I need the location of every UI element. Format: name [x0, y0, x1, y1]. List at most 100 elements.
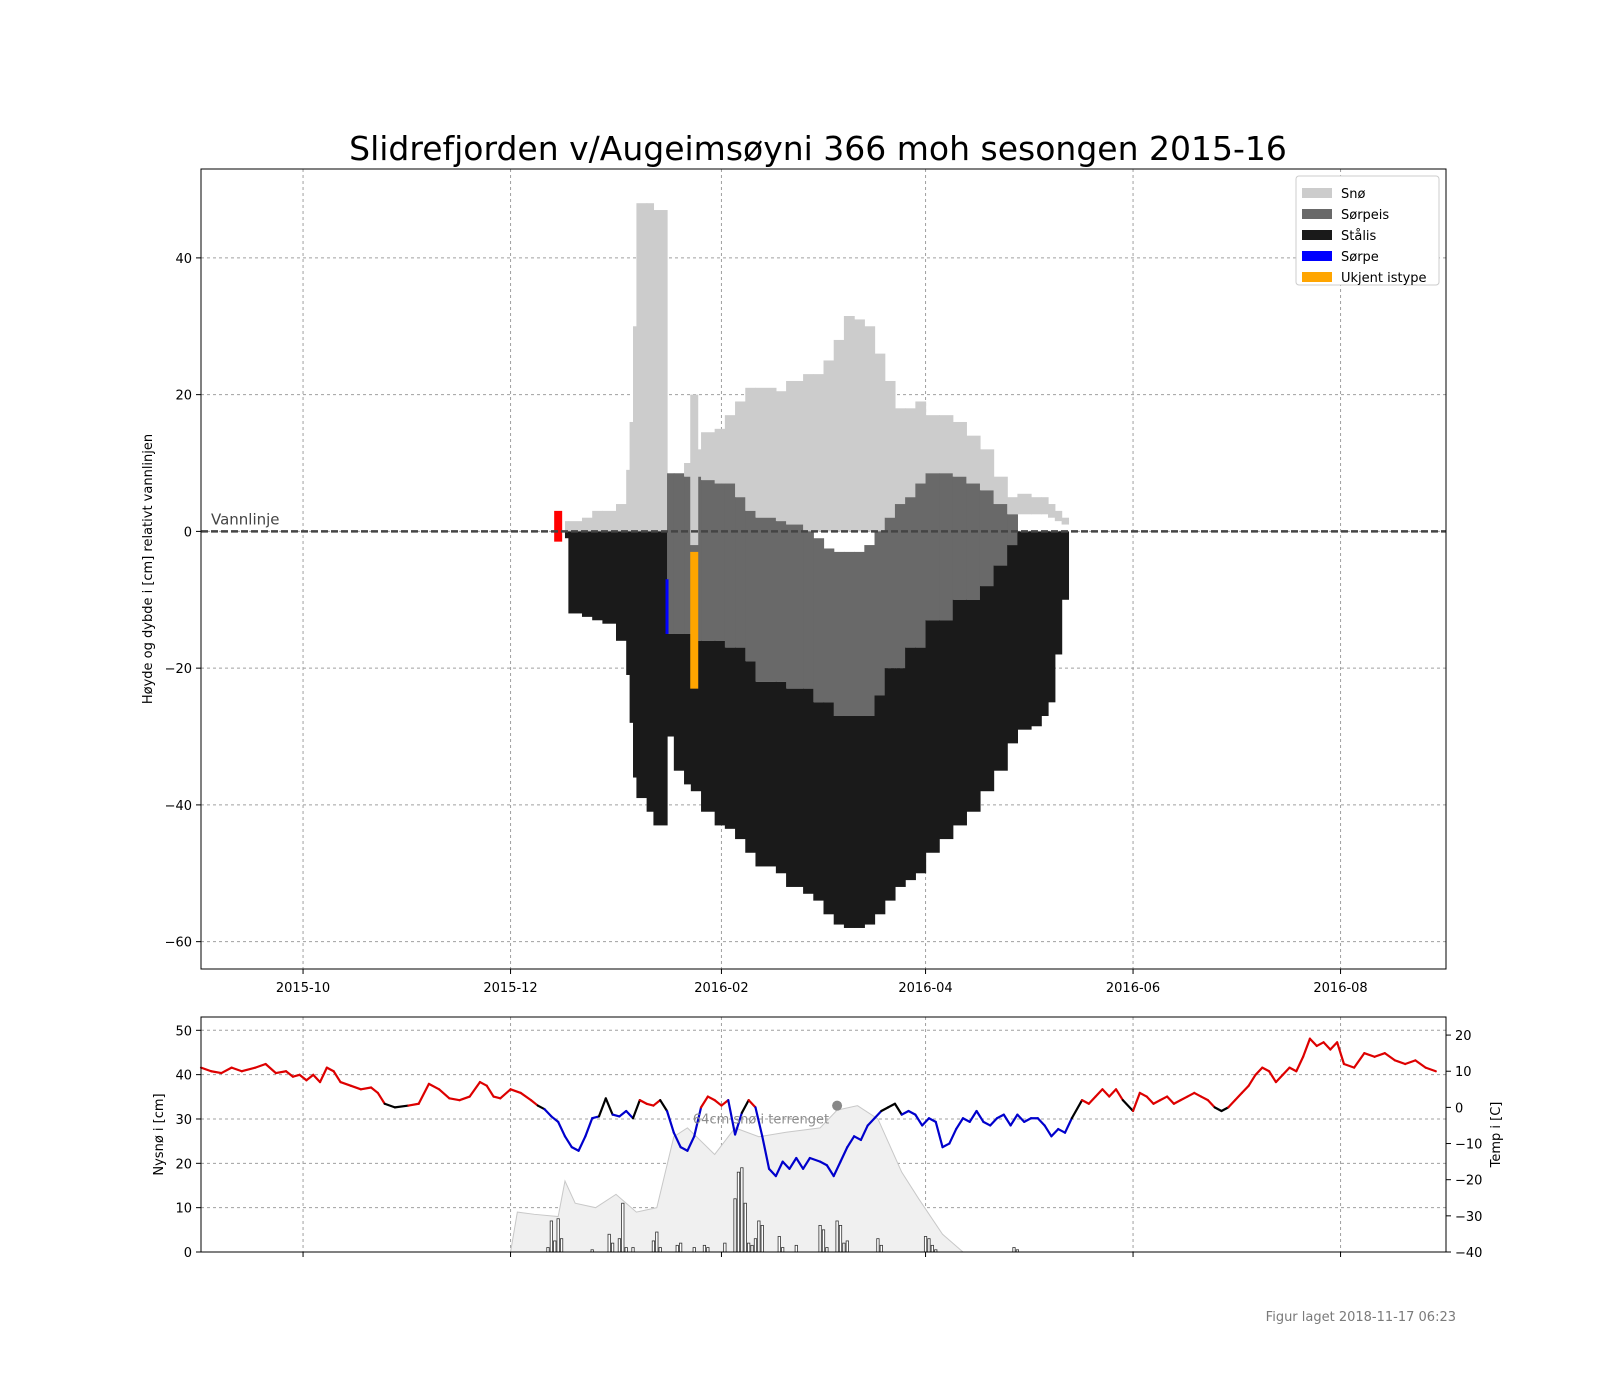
black-ice-layer [616, 531, 627, 641]
temperature-segment [893, 1102, 903, 1116]
snow-layer [745, 387, 757, 511]
snow-layer [592, 510, 603, 532]
main-axis-ticks: 2015-10 2015-12 2016-02 2016-04 2016-06 2016-… [165, 252, 1368, 996]
slush-ice-layer [813, 538, 825, 703]
slush-ice-layer [745, 510, 757, 662]
temperature-segment [1131, 1091, 1141, 1113]
black-ice-layer [966, 599, 981, 812]
temperature-segment [1057, 1127, 1067, 1134]
temperature-segment [1329, 1041, 1339, 1051]
black-ice-layer [592, 531, 603, 621]
temperature-segment [1308, 1037, 1318, 1048]
black-ice-layer [636, 531, 648, 799]
temperature-segment [1227, 1099, 1237, 1109]
temperature-segment [369, 1086, 379, 1095]
temperature-segment [1199, 1095, 1209, 1102]
new-snow-bar [556, 1218, 560, 1253]
snow-layer [894, 408, 906, 505]
new-snow-bar [1012, 1247, 1016, 1253]
temperature-segment [274, 1070, 288, 1075]
black-ice-layer [833, 716, 845, 925]
temperature-segment [332, 1070, 342, 1084]
black-ice-layer [894, 668, 906, 887]
new-snow-bar [733, 1198, 737, 1253]
temperature-segment [907, 1109, 917, 1116]
temperature-segment [199, 1066, 213, 1073]
new-snow-bar [624, 1247, 628, 1253]
snow-layer [1031, 497, 1042, 515]
temperature-segment [230, 1066, 243, 1073]
new-snow-bar [777, 1236, 781, 1253]
black-ice-layer [673, 633, 685, 771]
temperature-segment [220, 1066, 233, 1075]
temperature-segment [618, 1109, 628, 1118]
new-snow-bar [692, 1247, 696, 1253]
temperature-segment [1050, 1127, 1060, 1138]
new-snow-bar [757, 1220, 761, 1253]
temperature-segment [1383, 1052, 1397, 1062]
temperature-segment [927, 1117, 937, 1123]
temperature-segment [825, 1164, 835, 1178]
snow-layer [653, 210, 668, 532]
snow-layer [1041, 497, 1049, 515]
temperature-segment [1373, 1052, 1386, 1058]
temperature-segment [509, 1088, 522, 1095]
slush-ice-layer [854, 551, 865, 717]
black-ice-layer [653, 531, 668, 826]
black-ice-layer [568, 531, 583, 614]
temperature-segment [359, 1086, 373, 1091]
snow-layer [684, 463, 692, 477]
temperature-segment [312, 1073, 322, 1084]
temperature-segment [914, 1113, 924, 1127]
temperature-segment [1336, 1041, 1346, 1066]
slush-ice-layer [724, 483, 736, 648]
temperature-segment [1172, 1099, 1182, 1105]
temperature-segment [699, 1095, 709, 1109]
temperature-segment [686, 1135, 696, 1152]
slush-ice-layer [843, 551, 855, 717]
legend-entry: Snø [1341, 187, 1365, 202]
black-ice-layer [581, 531, 593, 617]
temperature-segment [325, 1066, 335, 1073]
black-ice-layer [564, 531, 569, 539]
snow-layer [939, 415, 954, 474]
new-snow-tick-label: 10 [175, 1202, 192, 1217]
new-snow-bar [845, 1240, 849, 1253]
snow-layer [775, 391, 787, 522]
black-ice-layer [854, 716, 865, 928]
new-snow-tick-label: 0 [184, 1246, 192, 1261]
new-snow-axis-label: Nysnø i [cm] [152, 1093, 167, 1175]
temperature-segment [448, 1097, 461, 1102]
black-ice-layer [667, 633, 675, 737]
snow-layer [755, 387, 777, 518]
temperature-segment [485, 1084, 495, 1098]
temperature-tick-label: 20 [1455, 1029, 1472, 1044]
temperature-segment [1101, 1088, 1111, 1098]
snow-layer [1007, 497, 1018, 515]
new-snow-tick-label: 20 [175, 1157, 192, 1172]
temperature-segment [604, 1097, 614, 1116]
temperature-segment [900, 1109, 910, 1116]
temperature-segment [1393, 1059, 1407, 1066]
temperature-segment [1302, 1037, 1312, 1058]
weather-plot-frame [200, 1016, 1447, 1253]
temperature-segment [264, 1062, 277, 1075]
snow-layer [701, 432, 716, 481]
snow-layer [1061, 517, 1070, 525]
new-snow-bar [611, 1242, 615, 1253]
temperature-segment [679, 1146, 689, 1152]
temperature-segment [1070, 1099, 1084, 1120]
temperature-segment [1159, 1095, 1169, 1102]
black-ice-layer [939, 620, 954, 840]
temperature-segment [611, 1113, 621, 1118]
new-snow-bar [658, 1247, 662, 1253]
slush-ice-layer [786, 524, 804, 689]
snow-layer [714, 428, 726, 484]
temperature-segment [1063, 1117, 1073, 1134]
black-ice-layer [874, 695, 886, 915]
slush-ice-layer [864, 545, 876, 717]
black-ice-layer [735, 647, 746, 840]
temperature-segment [713, 1099, 723, 1107]
temperature-segment [781, 1160, 791, 1170]
legend: Snø Sørpeis Stålis Sørpe Ukjent istype [1295, 175, 1440, 286]
